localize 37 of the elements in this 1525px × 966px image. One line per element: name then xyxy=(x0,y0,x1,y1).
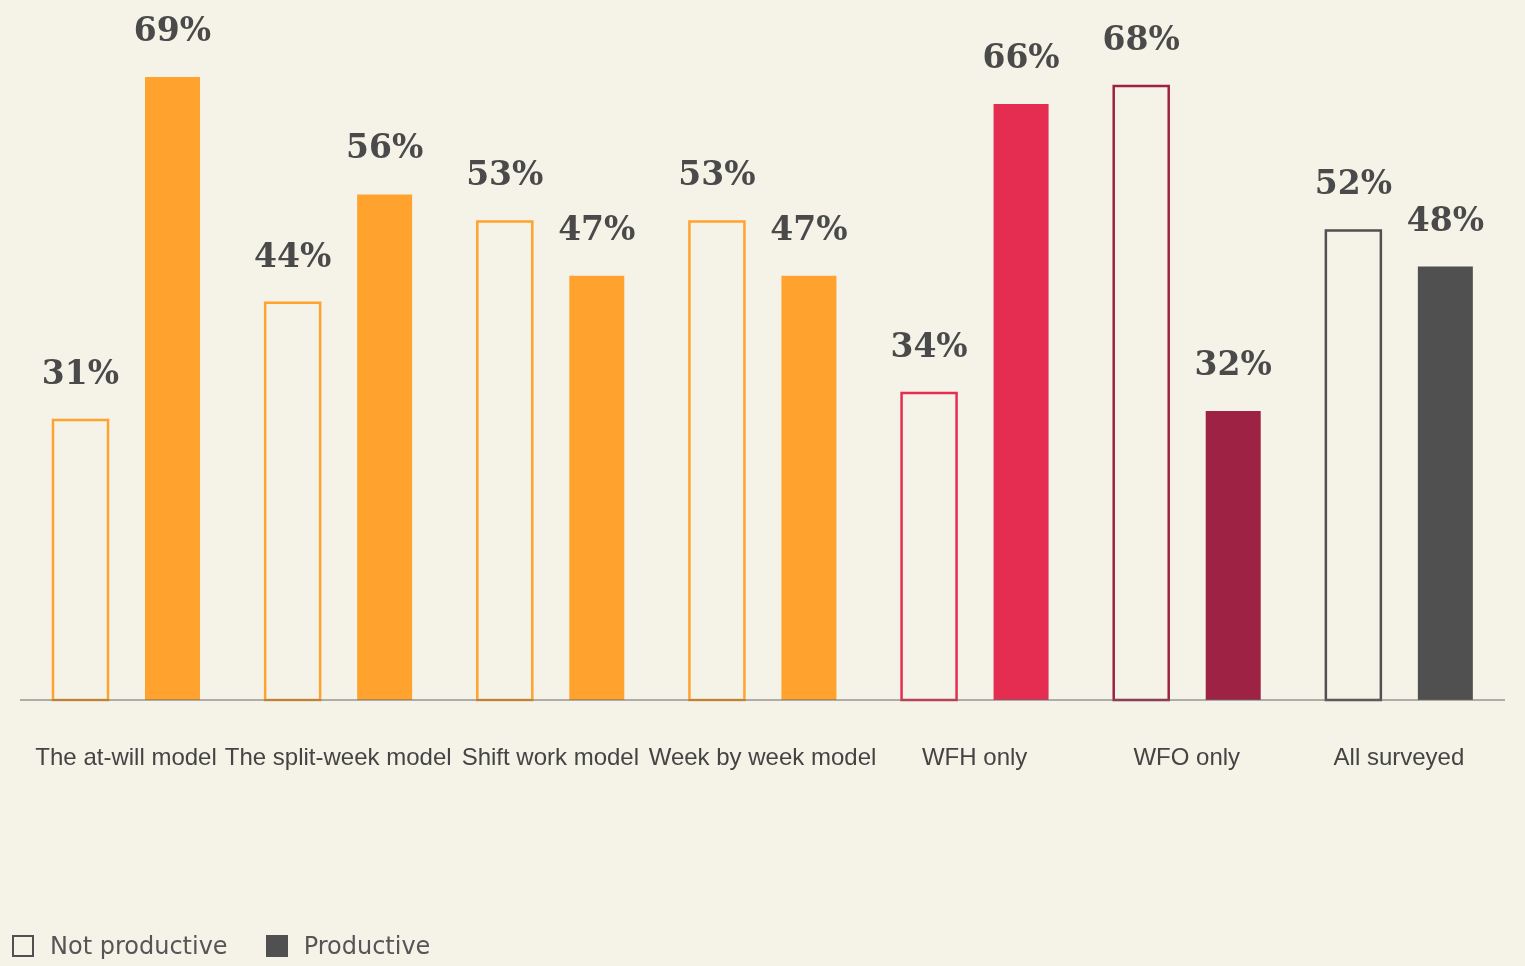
x-tick-label: Week by week model xyxy=(648,743,877,771)
data-label: 47% xyxy=(558,208,636,248)
x-tick-label: WFH only xyxy=(921,743,1028,771)
legend-label: Productive xyxy=(303,932,431,960)
data-label: 69% xyxy=(133,10,212,49)
bar xyxy=(51,418,110,702)
data-label: 47% xyxy=(770,208,848,248)
data-label: 52% xyxy=(1314,163,1392,203)
bar xyxy=(569,275,625,700)
bar xyxy=(1205,411,1261,700)
bar xyxy=(1417,266,1473,700)
data-label: 66% xyxy=(982,37,1060,77)
bar xyxy=(781,275,837,700)
data-label: 68% xyxy=(1102,19,1180,59)
bar xyxy=(357,194,413,700)
legend-label: Not productive xyxy=(50,932,228,960)
x-tick-label: The split-week model xyxy=(224,743,452,771)
x-tick-label: Shift work model xyxy=(461,743,640,771)
bar xyxy=(145,77,200,700)
data-label: 53% xyxy=(466,154,544,194)
bar xyxy=(900,391,958,702)
data-label: 31% xyxy=(41,353,120,393)
x-tick-label: All surveyed xyxy=(1333,743,1465,771)
bar xyxy=(476,220,534,702)
data-label: 44% xyxy=(254,235,332,275)
bar xyxy=(1324,229,1383,702)
data-label: 34% xyxy=(890,326,968,366)
x-tick-label: WFO only xyxy=(1133,743,1241,771)
bar xyxy=(993,104,1049,700)
bar xyxy=(688,220,746,702)
data-label: 53% xyxy=(678,154,756,194)
data-label: 32% xyxy=(1194,344,1272,384)
data-label: 56% xyxy=(346,127,424,167)
bar xyxy=(1112,84,1170,702)
x-tick-label: The at-will model xyxy=(35,743,217,771)
data-label: 48% xyxy=(1406,199,1484,239)
bar xyxy=(263,301,322,702)
